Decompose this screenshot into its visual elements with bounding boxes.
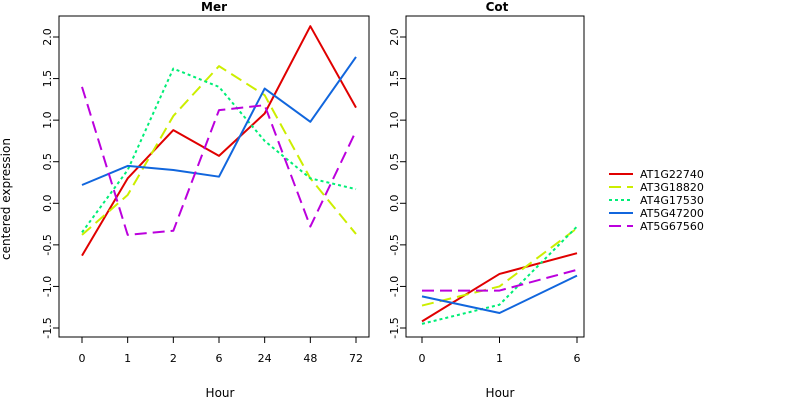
series-line-at1g22740	[81, 25, 357, 257]
x-tick-label: 2	[170, 352, 177, 365]
panel-cot-x-title: Hour	[486, 386, 515, 400]
x-tick-label: 1	[496, 352, 503, 365]
y-tick-label: -0.5	[41, 234, 54, 255]
panel-mer-series	[81, 25, 357, 257]
panel-mer-title: Mer	[201, 0, 227, 14]
series-line-at4g17530	[421, 225, 578, 325]
y-tick-label: -1.5	[41, 317, 54, 338]
panel-cot-y-axis: -1.5 -1.0 -0.5 0.0 0.5 1.0 1.5 2.0	[388, 28, 407, 339]
series-line-at4g17530	[81, 67, 357, 233]
y-tick-label: 0.0	[388, 195, 401, 213]
x-tick-label: 48	[303, 352, 317, 365]
panel-cot-frame	[405, 15, 585, 338]
series-line-at5g47200	[421, 274, 578, 315]
y-tick-label: -1.0	[388, 276, 401, 297]
y-tick-label: 1.5	[388, 70, 401, 88]
series-line-at3g18820	[81, 65, 357, 236]
series-line-at5g67560	[81, 86, 357, 236]
series-line-at1g22740	[421, 252, 578, 323]
x-tick-label: 1	[124, 352, 131, 365]
series-line-at5g47200	[81, 56, 357, 186]
x-tick-label: 72	[349, 352, 363, 365]
panel-mer: Mer Hour -1.5 -1.0 -0.5 0.0 0.5 1.0 1.5 2.0 0 1 2…	[41, 0, 370, 400]
legend-label: AT5G67560	[640, 220, 704, 233]
panel-cot-x-axis: 0 1 6	[419, 336, 581, 365]
legend-label: AT3G18820	[640, 181, 704, 194]
y-tick-label: 1.5	[41, 70, 54, 88]
y-axis-title: centered expression	[0, 138, 13, 260]
y-tick-label: 0.5	[388, 153, 401, 171]
legend-label: AT5G47200	[640, 207, 704, 220]
y-tick-label: 2.0	[41, 28, 54, 46]
x-tick-label: 6	[574, 352, 581, 365]
x-tick-label: 0	[79, 352, 86, 365]
panel-cot-series	[421, 225, 578, 325]
y-tick-label: 2.0	[388, 28, 401, 46]
series-line-at3g18820	[421, 227, 578, 307]
legend-label: AT1G22740	[640, 168, 704, 181]
y-tick-label: 1.0	[388, 111, 401, 128]
x-tick-label: 6	[216, 352, 223, 365]
y-tick-label: 1.0	[41, 111, 54, 128]
legend-label: AT4G17530	[640, 194, 704, 207]
panel-cot-title: Cot	[486, 0, 509, 14]
panel-mer-y-axis: -1.5 -1.0 -0.5 0.0 0.5 1.0 1.5 2.0	[41, 28, 60, 339]
panel-mer-x-axis: 0 1 2 6 24 48 72	[79, 336, 363, 365]
y-tick-label: 0.5	[41, 153, 54, 171]
panel-cot: Cot Hour -1.5 -1.0 -0.5 0.0 0.5 1.0 1.5 2.0 0 1 6	[388, 0, 585, 400]
y-tick-label: -0.5	[388, 234, 401, 255]
y-tick-label: 0.0	[41, 195, 54, 213]
y-tick-label: -1.0	[41, 276, 54, 297]
panel-mer-x-title: Hour	[206, 386, 235, 400]
legend: AT1G22740AT3G18820AT4G17530AT5G47200AT5G…	[609, 168, 704, 233]
y-tick-label: -1.5	[388, 317, 401, 338]
series-line-at5g67560	[422, 268, 578, 292]
x-tick-label: 0	[419, 352, 426, 365]
x-tick-label: 24	[258, 352, 272, 365]
